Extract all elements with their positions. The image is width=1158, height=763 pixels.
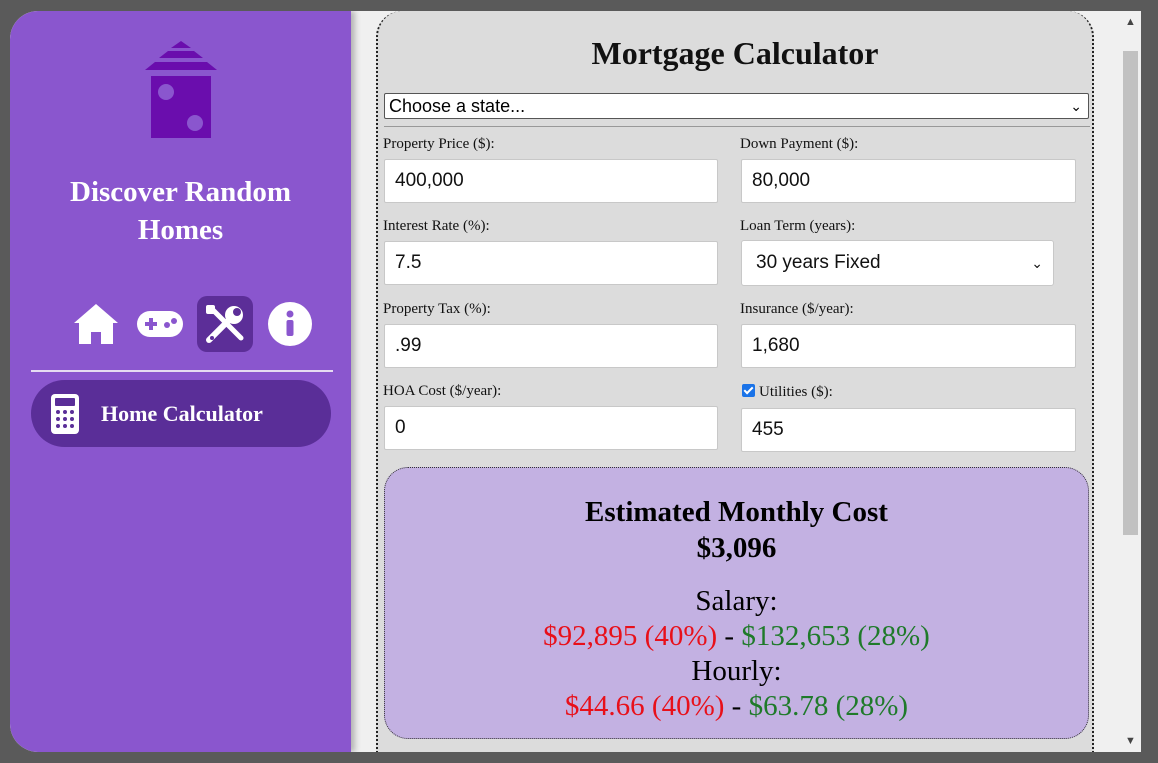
calculator-icon: [51, 393, 79, 434]
salary-high: $132,653 (28%): [741, 620, 930, 652]
page-title: Mortgage Calculator: [591, 35, 879, 71]
sidebar-item-home-calculator[interactable]: Home Calculator: [31, 380, 331, 447]
hoa-cost-label: HOA Cost ($/year):: [383, 383, 502, 399]
info-icon: [268, 302, 312, 346]
utilities-label-row: Utilities ($):: [742, 384, 833, 401]
main-content: Mortgage Calculator Choose a state... ⌄ …: [351, 11, 1120, 752]
vertical-scrollbar[interactable]: ▲ ▼: [1120, 11, 1141, 752]
loan-term-label: Loan Term (years):: [740, 218, 856, 234]
loan-term-select[interactable]: 30 years Fixed ⌄: [741, 240, 1054, 286]
utilities-label: Utilities ($):: [759, 384, 833, 400]
hourly-label: Hourly:: [691, 655, 782, 687]
section-divider: [384, 126, 1090, 127]
property-tax-label: Property Tax (%):: [383, 301, 491, 317]
salary-low: $92,895 (40%): [543, 620, 718, 652]
result-total: $3,096: [696, 532, 777, 564]
nav-games-button[interactable]: [132, 296, 188, 352]
tools-icon: [206, 305, 244, 343]
nav-info-button[interactable]: [262, 296, 318, 352]
monthly-cost-result: Estimated Monthly Cost $3,096 Salary: $9…: [384, 467, 1089, 739]
chevron-down-icon: ⌄: [1070, 97, 1082, 114]
scroll-down-icon[interactable]: ▼: [1125, 735, 1136, 747]
nav-tools-button[interactable]: [197, 296, 253, 352]
brand-line-2: Homes: [137, 214, 224, 246]
interest-rate-label: Interest Rate (%):: [383, 218, 490, 234]
state-select[interactable]: Choose a state... ⌄: [384, 93, 1089, 119]
utilities-checkbox[interactable]: [742, 384, 755, 397]
sidebar-item-label: Home Calculator: [101, 400, 263, 426]
property-price-input[interactable]: 400,000: [384, 159, 718, 203]
scrollbar-thumb[interactable]: [1123, 51, 1138, 535]
hourly-high: $63.78 (28%): [748, 690, 909, 722]
chevron-down-icon: ⌄: [1031, 254, 1043, 271]
result-title: Estimated Monthly Cost: [585, 496, 888, 528]
hoa-cost-input[interactable]: 0: [384, 406, 718, 450]
nav-icon-bar: [68, 296, 318, 352]
scroll-up-icon[interactable]: ▲: [1125, 16, 1136, 28]
interest-rate-input[interactable]: 7.5: [384, 241, 718, 285]
property-price-label: Property Price ($):: [383, 136, 495, 152]
loan-term-value: 30 years Fixed: [756, 252, 881, 273]
mortgage-calculator-card: Mortgage Calculator Choose a state... ⌄ …: [376, 11, 1094, 752]
gamepad-icon: [137, 311, 183, 337]
nav-home-button[interactable]: [68, 296, 124, 352]
brand-line-1: Discover Random: [70, 176, 291, 208]
hourly-range: $44.66 (40%) - $63.78 (28%): [385, 689, 1088, 724]
sidebar: Discover Random Homes: [10, 11, 351, 752]
down-payment-label: Down Payment ($):: [740, 136, 859, 152]
dice-house-logo: [145, 41, 217, 138]
insurance-input[interactable]: 1,680: [741, 324, 1076, 368]
property-tax-input[interactable]: .99: [384, 324, 718, 368]
utilities-input[interactable]: 455: [741, 408, 1076, 452]
app-window: Discover Random Homes: [10, 11, 1141, 752]
insurance-label: Insurance ($/year):: [740, 301, 854, 317]
home-icon: [74, 304, 118, 344]
salary-label: Salary:: [695, 585, 778, 617]
state-select-value: Choose a state...: [389, 95, 526, 116]
range-separator: -: [724, 690, 749, 722]
salary-range: $92,895 (40%) - $132,653 (28%): [385, 619, 1088, 654]
range-separator: -: [717, 620, 742, 652]
hourly-low: $44.66 (40%): [564, 690, 725, 722]
sidebar-divider: [31, 370, 333, 372]
brand-title: Discover Random Homes: [10, 173, 351, 249]
down-payment-input[interactable]: 80,000: [741, 159, 1076, 203]
